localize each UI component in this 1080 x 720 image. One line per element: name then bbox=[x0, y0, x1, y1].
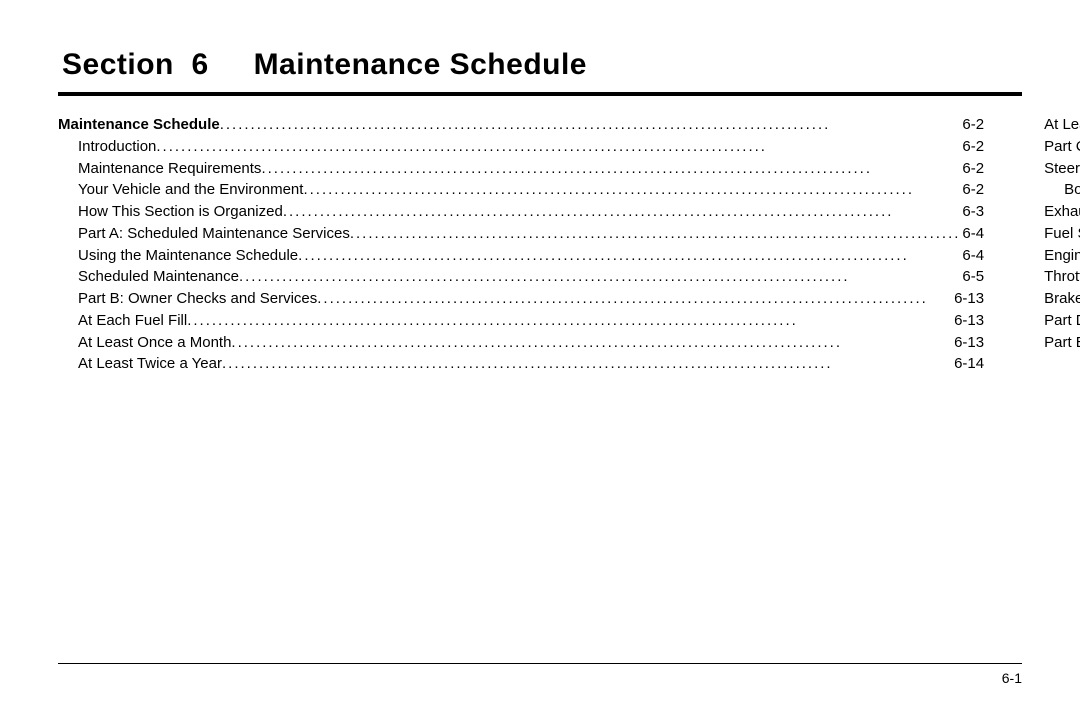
toc-row: Part B: Owner Checks and Services 6-13 bbox=[58, 288, 984, 310]
toc-row: At Least Once a Year6-14 bbox=[1024, 114, 1080, 136]
page: Section 6 Maintenance Schedule Maintenan… bbox=[0, 0, 1080, 720]
toc-row: Part A: Scheduled Maintenance Services 6-… bbox=[58, 223, 984, 245]
toc-leader-dots bbox=[239, 266, 960, 288]
toc-page-ref: 6-2 bbox=[960, 114, 984, 136]
toc-row: Your Vehicle and the Environment 6-2 bbox=[58, 179, 984, 201]
toc-label: Part B: Owner Checks and Services bbox=[78, 288, 317, 310]
toc-leader-dots bbox=[261, 158, 960, 180]
section-number: Section 6 bbox=[62, 48, 209, 82]
title-rule bbox=[58, 92, 1022, 96]
toc-row: Brake System Inspection6-18 bbox=[1024, 288, 1080, 310]
toc-row: How This Section is Organized 6-3 bbox=[58, 201, 984, 223]
toc-page-ref: 6-4 bbox=[960, 245, 984, 267]
toc-page-ref: 6-13 bbox=[952, 332, 984, 354]
page-number: 6-1 bbox=[58, 670, 1022, 686]
toc-page-ref: 6-13 bbox=[952, 310, 984, 332]
toc-label: Engine Cooling System Inspection bbox=[1044, 245, 1080, 267]
toc-row: Scheduled Maintenance 6-5 bbox=[58, 266, 984, 288]
section-title-text: Maintenance Schedule bbox=[254, 48, 587, 81]
toc-label: Introduction bbox=[78, 136, 156, 158]
toc-leader-dots bbox=[222, 353, 952, 375]
toc-column-right: At Least Once a Year6-14Part C: Periodic… bbox=[1024, 114, 1080, 375]
toc-row: At Least Twice a Year 6-14 bbox=[58, 353, 984, 375]
toc-columns: Maintenance Schedule6-2Introduction6-2Ma… bbox=[58, 114, 1022, 375]
toc-row: Boot and Seal Inspection6-17 bbox=[1024, 179, 1080, 201]
toc-page-ref: 6-4 bbox=[960, 223, 984, 245]
toc-row: Fuel System Inspection6-18 bbox=[1024, 223, 1080, 245]
toc-label: At Least Twice a Year bbox=[78, 353, 222, 375]
toc-page-ref: 6-2 bbox=[960, 158, 984, 180]
toc-leader-dots bbox=[298, 245, 960, 267]
toc-row: Throttle System Inspection6-18 bbox=[1024, 266, 1080, 288]
toc-label: Your Vehicle and the Environment bbox=[78, 179, 303, 201]
toc-label: At Least Once a Year bbox=[1044, 114, 1080, 136]
toc-label: At Each Fuel Fill bbox=[78, 310, 187, 332]
toc-label: Scheduled Maintenance bbox=[78, 266, 239, 288]
toc-row: Using the Maintenance Schedule 6-4 bbox=[58, 245, 984, 267]
toc-leader-dots bbox=[231, 332, 952, 354]
toc-leader-dots bbox=[350, 223, 961, 245]
toc-row: Part D: Recommended Fluids and Lubricant… bbox=[1024, 310, 1080, 332]
toc-label: At Least Once a Month bbox=[78, 332, 231, 354]
toc-column-left: Maintenance Schedule6-2Introduction6-2Ma… bbox=[58, 114, 984, 375]
toc-leader-dots bbox=[156, 136, 960, 158]
toc-row: At Each Fuel Fill 6-13 bbox=[58, 310, 984, 332]
toc-row: Introduction 6-2 bbox=[58, 136, 984, 158]
toc-label: Boot and Seal Inspection bbox=[1064, 179, 1080, 201]
toc-row: Maintenance Requirements 6-2 bbox=[58, 158, 984, 180]
toc-row: Part E: Maintenance Record6-21 bbox=[1024, 332, 1080, 354]
toc-leader-dots bbox=[283, 201, 961, 223]
toc-label: Steering, Suspension and Front Drive Axl… bbox=[1044, 158, 1080, 180]
toc-label: Using the Maintenance Schedule bbox=[78, 245, 298, 267]
toc-row: Maintenance Schedule 6-2 bbox=[58, 114, 984, 136]
toc-leader-dots bbox=[187, 310, 952, 332]
section-number-text: 6 bbox=[192, 48, 209, 81]
toc-label: Part D: Recommended Fluids and Lubricant… bbox=[1044, 310, 1080, 332]
toc-label: Brake System Inspection bbox=[1044, 288, 1080, 310]
toc-page-ref: 6-3 bbox=[960, 201, 984, 223]
toc-page-ref: 6-2 bbox=[960, 136, 984, 158]
toc-row: Steering, Suspension and Front Drive Axl… bbox=[1024, 158, 1080, 180]
footer-rule bbox=[58, 663, 1022, 664]
toc-label: Fuel System Inspection bbox=[1044, 223, 1080, 245]
toc-row: At Least Once a Month 6-13 bbox=[58, 332, 984, 354]
section-label-text: Section bbox=[62, 48, 174, 81]
toc-page-ref: 6-13 bbox=[952, 288, 984, 310]
toc-label: Maintenance Schedule bbox=[58, 114, 220, 136]
toc-label: Part E: Maintenance Record bbox=[1044, 332, 1080, 354]
toc-page-ref: 6-2 bbox=[960, 179, 984, 201]
toc-leader-dots bbox=[317, 288, 952, 310]
toc-label: Maintenance Requirements bbox=[78, 158, 261, 180]
toc-page-ref: 6-14 bbox=[952, 353, 984, 375]
toc-label: Exhaust System Inspection bbox=[1044, 201, 1080, 223]
toc-label: Throttle System Inspection bbox=[1044, 266, 1080, 288]
toc-leader-dots bbox=[220, 114, 961, 136]
toc-page-ref: 6-5 bbox=[960, 266, 984, 288]
toc-leader-dots bbox=[303, 179, 960, 201]
toc-row: Part C: Periodic Maintenance Inspections… bbox=[1024, 136, 1080, 158]
toc-label: Part C: Periodic Maintenance Inspections bbox=[1044, 136, 1080, 158]
toc-label: How This Section is Organized bbox=[78, 201, 283, 223]
section-title: Section 6 Maintenance Schedule bbox=[58, 48, 1022, 82]
toc-row: Engine Cooling System Inspection6-18 bbox=[1024, 245, 1080, 267]
page-footer: 6-1 bbox=[58, 663, 1022, 686]
toc-row: Exhaust System Inspection6-17 bbox=[1024, 201, 1080, 223]
toc-label: Part A: Scheduled Maintenance Services bbox=[78, 223, 350, 245]
